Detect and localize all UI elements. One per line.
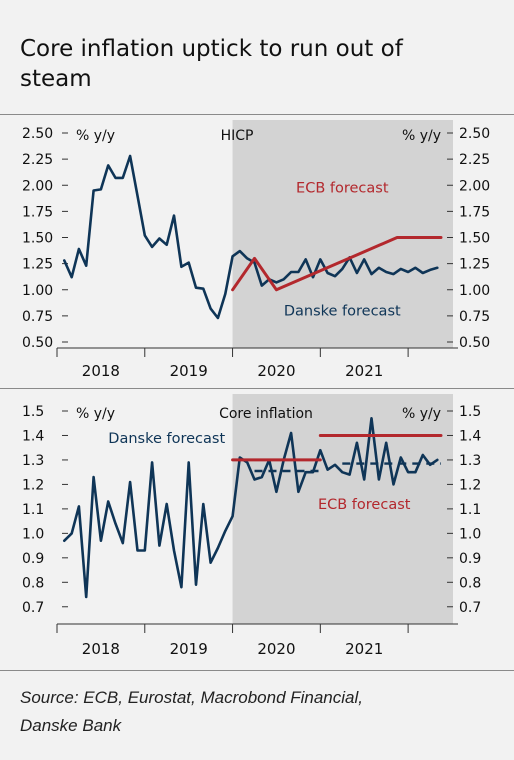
core-inflation-chart: 1.5 1.5 1.4 1.4 1.3 1.3 1.2 1.2 1.1 1.1 1.0 1.0 0.9 0…: [22, 394, 481, 658]
y-tick-label-right: 2.25: [459, 152, 490, 168]
y-tick-label-left: 0.9: [22, 551, 44, 567]
figure-title-line-1: Core inflation uptick to run out of: [20, 36, 403, 62]
y-tick-label-left: 1.3: [22, 453, 44, 469]
y-tick-label-right: 1.5: [459, 404, 481, 420]
forecast-shading: [232, 120, 453, 348]
chart-title: Core inflation: [219, 406, 313, 422]
y-tick-label-right: 2.50: [459, 126, 490, 142]
y-axis-label-right: % y/y: [402, 128, 441, 144]
y-tick-label-left: 1.2: [22, 477, 44, 493]
x-tick-label: 2019: [170, 640, 208, 658]
y-tick-label-left: 1.4: [22, 428, 44, 444]
x-tick-label: 2021: [345, 362, 383, 380]
y-tick-label-left: 2.50: [22, 126, 53, 142]
ecb-forecast-label: ECB forecast: [296, 180, 389, 196]
y-tick-label-right: 1.4: [459, 428, 481, 444]
x-tick-label: 2018: [82, 362, 120, 380]
y-tick-label-right: 0.75: [459, 309, 490, 325]
y-tick-label-right: 0.8: [459, 575, 481, 591]
chart-title: HICP: [221, 128, 254, 144]
source-line-1: Source: ECB, Eurostat, Macrobond Financi…: [20, 688, 363, 707]
figure-title-line-2: steam: [20, 66, 92, 92]
y-tick-label-right: 1.25: [459, 257, 490, 273]
divider-middle: [0, 388, 514, 389]
y-tick-label-left: 1.5: [22, 404, 44, 420]
divider-bottom: [0, 670, 514, 671]
figure-title: Core inflation uptick to run out of stea…: [20, 34, 500, 94]
x-tick-label: 2021: [345, 640, 383, 658]
y-tick-label-left: 0.7: [22, 600, 44, 616]
hicp-chart: 2.50 2.50 2.25 2.25 2.00 2.00 1.75 1.75 1.50 1.50…: [22, 120, 490, 380]
x-tick-label: 2018: [82, 640, 120, 658]
danske-series-line: [63, 416, 439, 599]
y-tick-label-left: 2.00: [22, 178, 53, 194]
y-tick-label-right: 1.1: [459, 502, 481, 518]
y-tick-label-right: 1.0: [459, 526, 481, 542]
y-tick-label-left: 0.50: [22, 335, 53, 351]
y-tick-label-left: 0.75: [22, 309, 53, 325]
y-tick-label-left: 0.8: [22, 575, 44, 591]
x-tick-label: 2020: [257, 362, 295, 380]
y-tick-label-right: 1.2: [459, 477, 481, 493]
y-tick-label-right: 1.50: [459, 231, 490, 247]
y-tick-label-right: 1.3: [459, 453, 481, 469]
x-tick-label: 2019: [170, 362, 208, 380]
y-tick-label-left: 1.1: [22, 502, 44, 518]
y-tick-label-right: 2.00: [459, 178, 490, 194]
y-tick-label-right: 0.50: [459, 335, 490, 351]
y-tick-label-left: 2.25: [22, 152, 53, 168]
source-note: Source: ECB, Eurostat, Macrobond Financi…: [20, 684, 500, 740]
forecast-shading: [232, 394, 453, 624]
y-tick-label-left: 1.00: [22, 283, 53, 299]
ecb-forecast-line: [231, 236, 443, 292]
ecb-forecast-label: ECB forecast: [318, 497, 411, 513]
source-line-2: Danske Bank: [20, 716, 122, 735]
y-tick-label-right: 1.75: [459, 204, 490, 220]
y-tick-label-left: 1.25: [22, 257, 53, 273]
y-tick-label-right: 0.7: [459, 600, 481, 616]
danske-forecast-label: Danske forecast: [108, 431, 225, 447]
x-tick-label: 2020: [257, 640, 295, 658]
y-axis-label-right: % y/y: [402, 406, 441, 422]
y-tick-label-left: 1.75: [22, 204, 53, 220]
y-axis-label-left: % y/y: [76, 406, 115, 422]
danske-forecast-label: Danske forecast: [284, 304, 401, 320]
divider-top: [0, 114, 514, 115]
y-axis-label-left: % y/y: [76, 128, 115, 144]
danske-series-line: [63, 154, 439, 320]
y-tick-label-right: 1.00: [459, 283, 490, 299]
y-tick-label-left: 1.0: [22, 526, 44, 542]
y-tick-label-right: 0.9: [459, 551, 481, 567]
y-tick-label-left: 1.50: [22, 231, 53, 247]
